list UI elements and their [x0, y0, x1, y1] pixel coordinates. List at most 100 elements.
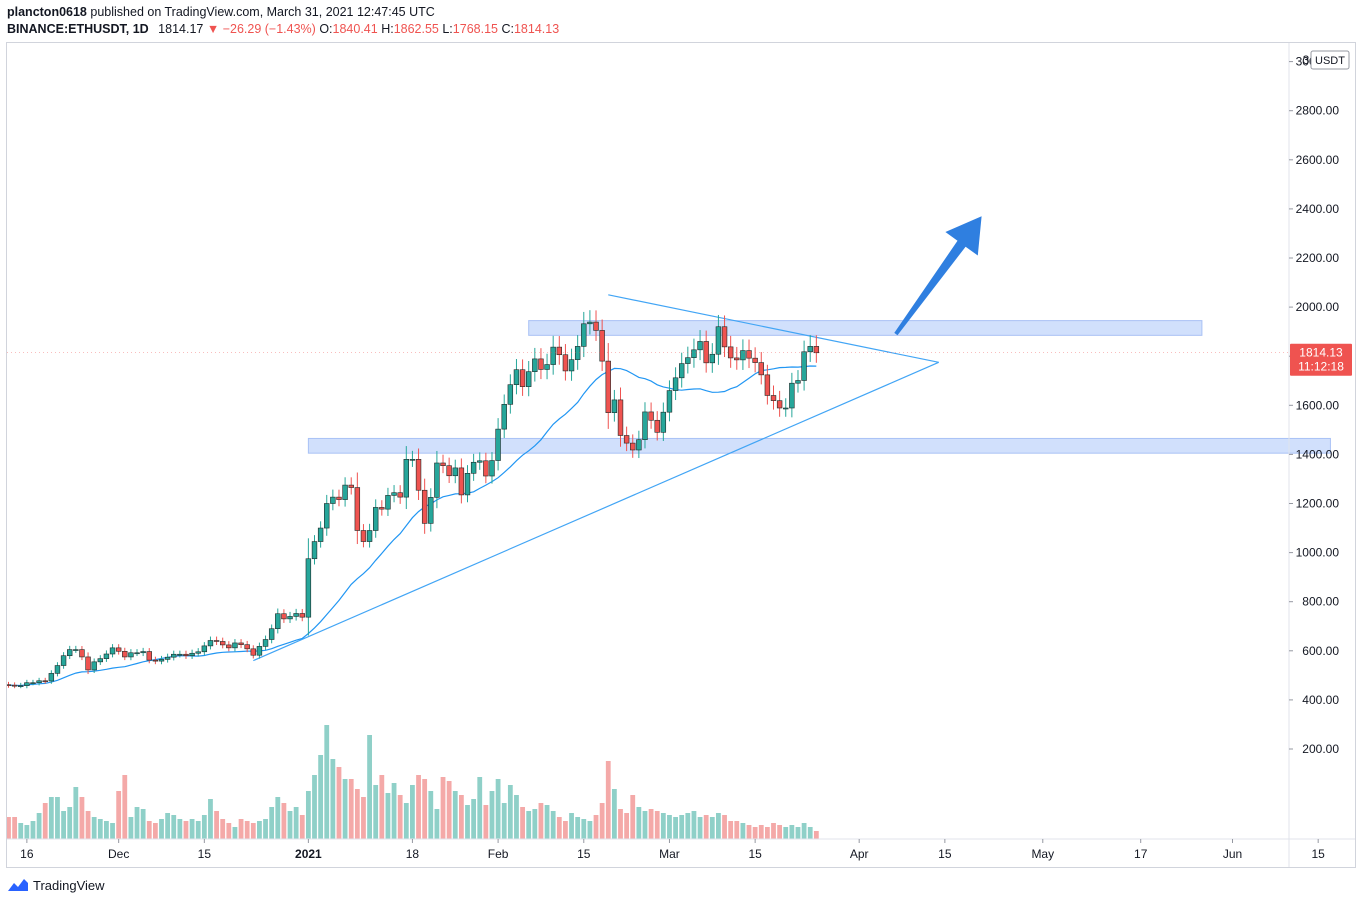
- candle[interactable]: [183, 653, 189, 657]
- candle[interactable]: [97, 658, 104, 663]
- candle[interactable]: [421, 489, 428, 524]
- candle[interactable]: [715, 326, 722, 355]
- candle[interactable]: [140, 651, 146, 654]
- candle[interactable]: [617, 399, 624, 436]
- candle[interactable]: [507, 384, 514, 405]
- candle[interactable]: [226, 644, 232, 649]
- candle[interactable]: [789, 382, 795, 409]
- candle[interactable]: [115, 647, 122, 652]
- candle[interactable]: [532, 358, 538, 372]
- footer-brand[interactable]: TradingView: [7, 877, 105, 893]
- candle[interactable]: [354, 487, 361, 531]
- candle[interactable]: [636, 439, 642, 451]
- candle[interactable]: [171, 653, 177, 658]
- candle[interactable]: [587, 321, 593, 325]
- candle[interactable]: [30, 682, 36, 685]
- candle[interactable]: [262, 639, 269, 647]
- candle[interactable]: [642, 411, 648, 440]
- candle[interactable]: [281, 613, 287, 620]
- candle[interactable]: [158, 659, 165, 662]
- candle[interactable]: [746, 350, 752, 359]
- candle[interactable]: [372, 507, 379, 531]
- candle[interactable]: [360, 530, 367, 542]
- candle[interactable]: [256, 646, 263, 656]
- candle[interactable]: [525, 371, 532, 387]
- candle[interactable]: [495, 428, 501, 461]
- candle[interactable]: [623, 435, 630, 444]
- candle[interactable]: [24, 682, 30, 686]
- candle[interactable]: [36, 680, 42, 684]
- candle[interactable]: [813, 346, 820, 354]
- candle[interactable]: [409, 459, 416, 461]
- candle[interactable]: [128, 652, 134, 658]
- candle[interactable]: [801, 351, 807, 381]
- candle[interactable]: [477, 460, 483, 463]
- candle[interactable]: [464, 473, 471, 496]
- candle[interactable]: [391, 492, 397, 496]
- candle[interactable]: [293, 613, 299, 617]
- symbol-label[interactable]: BINANCE:ETHUSDT, 1D: [7, 22, 149, 36]
- candle[interactable]: [660, 411, 667, 433]
- candle[interactable]: [11, 684, 18, 687]
- candle[interactable]: [795, 380, 801, 384]
- candle[interactable]: [740, 350, 746, 361]
- candle[interactable]: [654, 419, 660, 433]
- candle[interactable]: [207, 640, 214, 647]
- candle[interactable]: [134, 652, 140, 655]
- candle[interactable]: [764, 374, 771, 396]
- candle[interactable]: [317, 527, 324, 542]
- candle[interactable]: [458, 467, 465, 496]
- candle[interactable]: [709, 353, 716, 364]
- candle[interactable]: [770, 395, 777, 401]
- candle[interactable]: [146, 651, 152, 661]
- candle[interactable]: [122, 650, 128, 658]
- candle[interactable]: [544, 364, 550, 370]
- candle[interactable]: [103, 653, 110, 659]
- candle[interactable]: [581, 323, 587, 347]
- candle[interactable]: [18, 685, 24, 687]
- candle[interactable]: [79, 649, 85, 658]
- candle[interactable]: [685, 357, 691, 364]
- candle[interactable]: [758, 362, 764, 376]
- candle[interactable]: [299, 613, 305, 618]
- candle[interactable]: [783, 407, 789, 410]
- candle[interactable]: [703, 341, 709, 364]
- candle[interactable]: [60, 655, 67, 666]
- candle[interactable]: [452, 467, 458, 477]
- candle[interactable]: [697, 341, 703, 351]
- candle[interactable]: [195, 651, 201, 654]
- candle[interactable]: [519, 369, 526, 387]
- candle[interactable]: [379, 507, 385, 510]
- candle[interactable]: [324, 503, 330, 529]
- candle[interactable]: [189, 652, 195, 657]
- candle[interactable]: [54, 665, 61, 674]
- candle[interactable]: [342, 484, 348, 500]
- candle[interactable]: [556, 346, 563, 356]
- candle[interactable]: [489, 460, 495, 477]
- candle[interactable]: [776, 400, 783, 409]
- candle[interactable]: [213, 640, 220, 642]
- price-chart[interactable]: 200.00 400.00 600.00 800.00 1000.00 1200.00 14…: [7, 43, 1355, 867]
- candle[interactable]: [599, 330, 605, 362]
- candle[interactable]: [470, 461, 477, 474]
- candle[interactable]: [727, 346, 734, 359]
- candle[interactable]: [605, 360, 611, 413]
- candle[interactable]: [434, 462, 440, 498]
- candle[interactable]: [648, 411, 654, 421]
- candle[interactable]: [268, 628, 275, 640]
- candle[interactable]: [244, 644, 250, 650]
- lower-trendline[interactable]: [253, 361, 939, 662]
- candle[interactable]: [336, 496, 342, 500]
- candle[interactable]: [672, 377, 679, 391]
- candle[interactable]: [201, 645, 208, 653]
- candle[interactable]: [109, 647, 116, 655]
- candle[interactable]: [446, 465, 452, 477]
- candle[interactable]: [305, 558, 312, 618]
- candle[interactable]: [678, 363, 685, 379]
- candle[interactable]: [562, 354, 569, 372]
- candle[interactable]: [250, 648, 256, 656]
- currency-button[interactable]: [1310, 50, 1350, 70]
- candle[interactable]: [630, 442, 636, 451]
- candle[interactable]: [752, 357, 758, 363]
- candle[interactable]: [220, 641, 226, 646]
